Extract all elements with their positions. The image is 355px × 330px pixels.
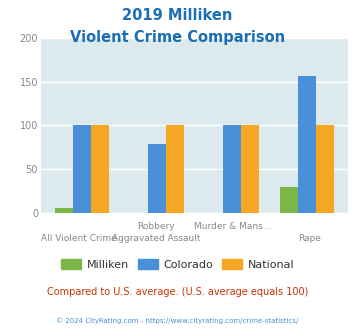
Text: Murder & Mans...: Murder & Mans... — [194, 222, 272, 231]
Text: Compared to U.S. average. (U.S. average equals 100): Compared to U.S. average. (U.S. average … — [47, 287, 308, 297]
Bar — [316, 125, 334, 213]
Legend: Milliken, Colorado, National: Milliken, Colorado, National — [56, 255, 299, 274]
Text: Violent Crime Comparison: Violent Crime Comparison — [70, 30, 285, 45]
Text: 2019 Milliken: 2019 Milliken — [122, 8, 233, 23]
Text: Rape: Rape — [298, 234, 321, 243]
Text: All Violent Crime: All Violent Crime — [41, 234, 117, 243]
Text: Robbery: Robbery — [137, 222, 175, 231]
Bar — [223, 125, 241, 213]
Text: © 2024 CityRating.com - https://www.cityrating.com/crime-statistics/: © 2024 CityRating.com - https://www.city… — [56, 317, 299, 324]
Bar — [73, 124, 91, 213]
Bar — [148, 144, 166, 213]
Bar — [166, 124, 184, 213]
Text: Aggravated Assault: Aggravated Assault — [112, 234, 200, 243]
Bar — [91, 125, 109, 213]
Bar — [298, 76, 316, 213]
Bar — [55, 209, 73, 213]
Bar — [241, 124, 259, 213]
Bar — [280, 187, 298, 213]
